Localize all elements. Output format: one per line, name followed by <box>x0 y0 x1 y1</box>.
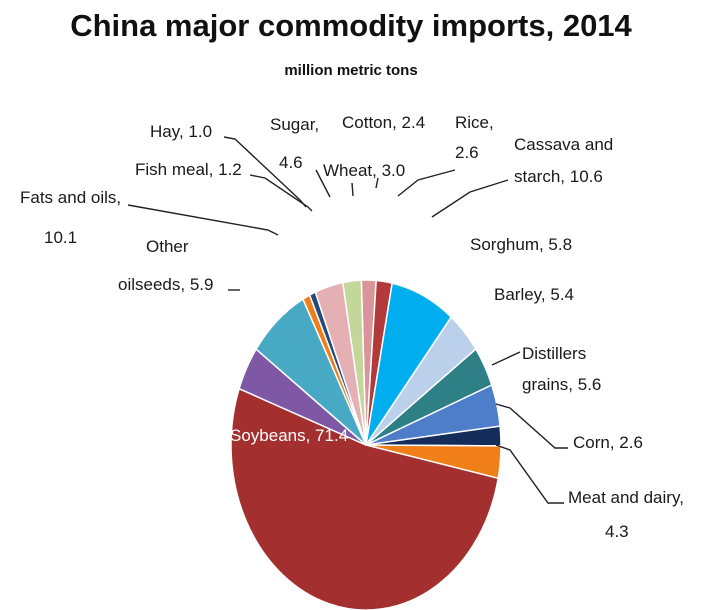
slice-labels: Cotton, 2.4 Rice, 2.6 Cassava and starch, 10… <box>20 113 684 541</box>
slice-label-sorghum: Sorghum, 5.8 <box>470 235 572 254</box>
slice-label-wheat: Wheat, 3.0 <box>323 161 405 180</box>
leader-line-rice <box>397 169 456 197</box>
slice-label-distillers-grains: Distillers grains, 5.6 <box>522 344 601 394</box>
chart-title: China major commodity imports, 2014 <box>70 8 632 43</box>
slice-label-soybeans: Soybeans, 71.4 <box>230 426 348 445</box>
pie-slice-wheat <box>341 279 367 446</box>
leader-line-hay <box>223 136 307 208</box>
leader-line-fish-meal <box>249 174 313 212</box>
slice-label-fats-and-oils: Fats and oils, 10.1 <box>20 188 121 247</box>
slice-label-other-oilseeds: Other oilseeds, 5.9 <box>118 237 213 294</box>
pie-slices <box>230 279 502 610</box>
slice-label-sugar: Sugar, 4.6 <box>270 115 319 172</box>
leader-line-wheat <box>351 182 354 197</box>
leader-line-cassava-and-starch <box>431 179 509 218</box>
leader-lines <box>127 136 568 504</box>
leader-line-corn <box>495 403 568 449</box>
leader-line-meat-and-dairy <box>495 444 564 504</box>
chart-subtitle: million metric tons <box>284 62 418 79</box>
slice-label-barley: Barley, 5.4 <box>494 285 574 304</box>
leader-line-fats-and-oils <box>127 204 279 236</box>
slice-label-rice: Rice, 2.6 <box>455 113 494 162</box>
leader-line-cotton <box>375 177 379 189</box>
slice-label-hay: Hay, 1.0 <box>150 122 212 141</box>
pie-slice-soybeans <box>230 387 500 610</box>
slice-label-corn: Corn, 2.6 <box>573 433 643 452</box>
leader-line-sugar <box>315 169 331 198</box>
slice-label-fish-meal: Fish meal, 1.2 <box>135 160 242 179</box>
slice-label-cotton: Cotton, 2.4 <box>342 113 425 132</box>
slice-label-meat-and-dairy: Meat and dairy, 4.3 <box>568 488 684 541</box>
slice-label-cassava-and-starch: Cassava and starch, 10.6 <box>514 135 613 186</box>
leader-line-distillers-grains <box>491 351 521 366</box>
